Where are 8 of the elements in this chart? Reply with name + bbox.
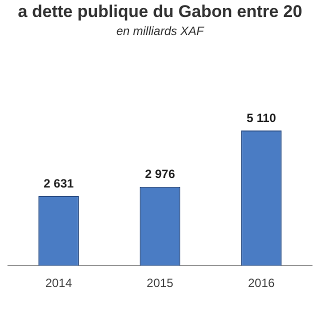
x-tick-label: 2015 [146,276,174,290]
data-label: 2 631 [44,176,74,190]
data-label: 2 976 [144,167,176,182]
x-tick-label: 2016 [248,276,276,290]
chart-subtitle: en milliards XAF [115,24,206,38]
chart-title: a dette publique du Gabon entre 20 [16,2,304,22]
x-tick-label: 2014 [45,276,72,290]
data-label: 5 110 [246,110,276,125]
